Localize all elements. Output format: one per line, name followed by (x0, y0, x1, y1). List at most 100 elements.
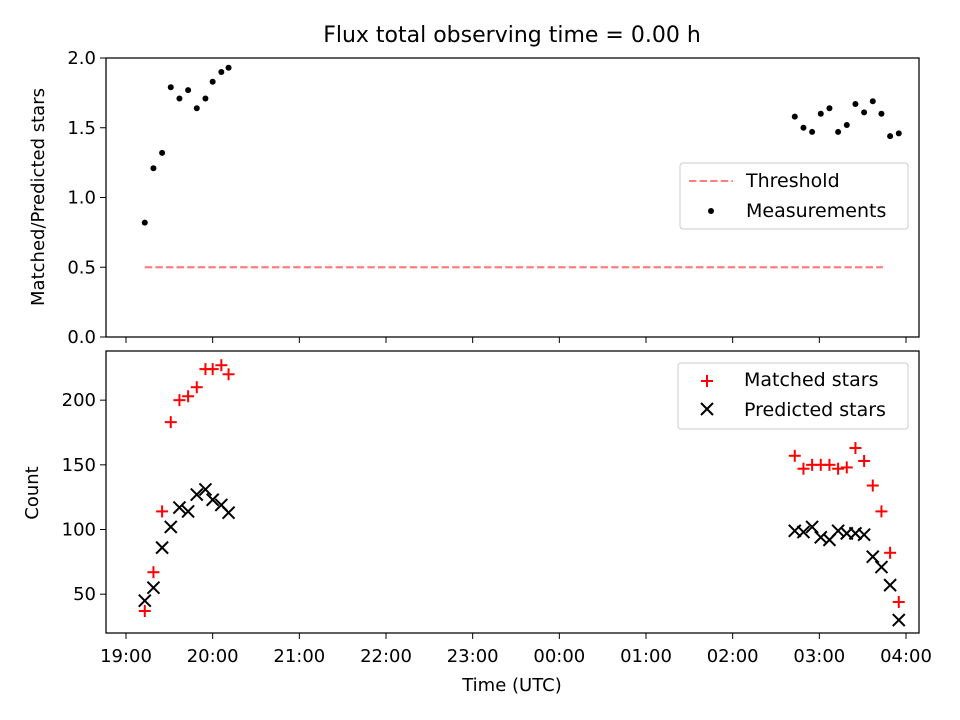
x-tick-label: 19:00 (100, 646, 152, 667)
measurements-legend-marker (708, 208, 714, 214)
x-tick-label: 02:00 (707, 646, 759, 667)
matched-star-point (823, 458, 836, 471)
y-tick-label: 1.0 (67, 188, 96, 209)
matched-legend-label: Matched stars (744, 369, 878, 391)
predicted-star-point (198, 482, 213, 497)
predicted-star-point (892, 613, 906, 627)
measurement-point (176, 95, 183, 102)
matched-star-point (788, 449, 801, 462)
y-tick-label: 0.5 (67, 257, 96, 278)
y-tick-label: 1.5 (67, 118, 96, 139)
matched-star-point (892, 595, 905, 608)
x-tick-label: 22:00 (360, 646, 412, 667)
matched-star-point (173, 394, 186, 407)
ratio-y-axis: 0.0 0.5 1.0 1.5 2.0 (67, 48, 106, 348)
count-legend-box (677, 362, 909, 430)
chart-title: Flux total observing time = 0.00 h (323, 23, 701, 48)
matched-star-point (797, 462, 810, 475)
matched-star-point (164, 416, 177, 429)
matched-star-point (849, 442, 862, 455)
measurement-point (826, 105, 833, 112)
y-tick-label: 50 (73, 584, 96, 605)
count-y-label: Count (22, 466, 43, 519)
predicted-star-point (190, 487, 204, 502)
predicted-star-point (164, 520, 178, 534)
matched-star-point (840, 461, 853, 474)
predicted-star-point (883, 578, 897, 592)
predicted-star-point (138, 593, 152, 608)
matched-star-point (147, 566, 160, 579)
measurement-point (895, 130, 902, 137)
predicted-star-point (172, 500, 187, 515)
y-tick-label: 2.0 (67, 48, 96, 69)
matched-star-point (156, 505, 169, 518)
threshold-legend-label: Threshold (745, 170, 840, 192)
measurement-point (852, 101, 859, 108)
predicted-star-point (831, 524, 845, 538)
y-tick-label: 0.0 (67, 327, 96, 348)
ratio-legend: Threshold Measurements (679, 162, 909, 230)
measurement-point (809, 128, 816, 135)
ratio-panel: 0.00.51.01.52.0 Matched/Predicted stars … (28, 48, 920, 348)
count-legend: Matched stars Predicted stars (677, 362, 909, 430)
measurement-point (209, 78, 216, 85)
measurement-point (193, 105, 200, 112)
measurement-point (150, 165, 157, 172)
y-tick-label: 100 (62, 520, 96, 541)
x-tick-label: 01:00 (620, 646, 672, 667)
predicted-star-point (805, 520, 819, 534)
matched-star-point (222, 368, 235, 381)
measurement-point (159, 149, 166, 156)
predicted-star-point (796, 525, 811, 539)
predicted-star-point (866, 549, 880, 564)
matched-star-point (138, 605, 151, 618)
count-panel: 50 100 150 200 19:00 20:00 21:00 22:00 23:00 00:… (22, 350, 932, 696)
measurement-point (225, 64, 232, 71)
measurement-point (869, 98, 876, 105)
count-y-axis: 50 100 150 200 (62, 390, 106, 605)
measurement-point (878, 110, 885, 117)
measurement-point (202, 95, 209, 102)
measurement-point (167, 84, 174, 91)
measurement-point (800, 124, 807, 131)
x-tick-label: 00:00 (533, 646, 585, 667)
measurement-point (141, 219, 148, 226)
predicted-star-point (181, 504, 195, 519)
measurement-point (218, 68, 225, 75)
ratio-plot-area (141, 64, 902, 269)
matched-star-point (206, 363, 219, 376)
predicted-legend-label: Predicted stars (744, 399, 886, 421)
measurement-point (861, 109, 868, 116)
measurement-point (835, 128, 842, 135)
predicted-star-point (814, 530, 828, 544)
predicted-star-point (155, 540, 169, 555)
ratio-y-label: Matched/Predicted stars (28, 88, 49, 306)
ratio-x-axis (125, 337, 907, 343)
count-x-axis: 19:00 20:00 21:00 22:00 23:00 00:00 01:00 02:00… (100, 633, 932, 667)
matched-star-point (884, 546, 897, 559)
measurement-point (843, 121, 850, 128)
x-tick-label: 21:00 (273, 646, 325, 667)
measurement-point (887, 133, 894, 140)
x-tick-label: 03:00 (793, 646, 845, 667)
matched-star-point (858, 454, 871, 467)
predicted-star-point (221, 505, 236, 520)
measurements-legend-label: Measurements (746, 200, 886, 222)
measurement-point (791, 113, 798, 120)
predicted-star-point (857, 527, 871, 542)
count-plot-area (138, 359, 906, 627)
matched-star-point (875, 505, 888, 518)
measurement-point (817, 110, 824, 117)
x-tick-label: 23:00 (447, 646, 499, 667)
count-axes-frame (105, 350, 920, 634)
predicted-star-point (205, 493, 220, 507)
x-axis-label: Time (UTC) (461, 675, 562, 696)
ratio-legend-box (679, 162, 909, 230)
x-tick-label: 20:00 (187, 646, 239, 667)
matched-star-point (866, 479, 879, 492)
y-tick-label: 200 (62, 390, 96, 411)
predicted-legend-marker (700, 402, 714, 416)
matched-star-point (190, 381, 203, 394)
matched-star-point (215, 359, 228, 372)
